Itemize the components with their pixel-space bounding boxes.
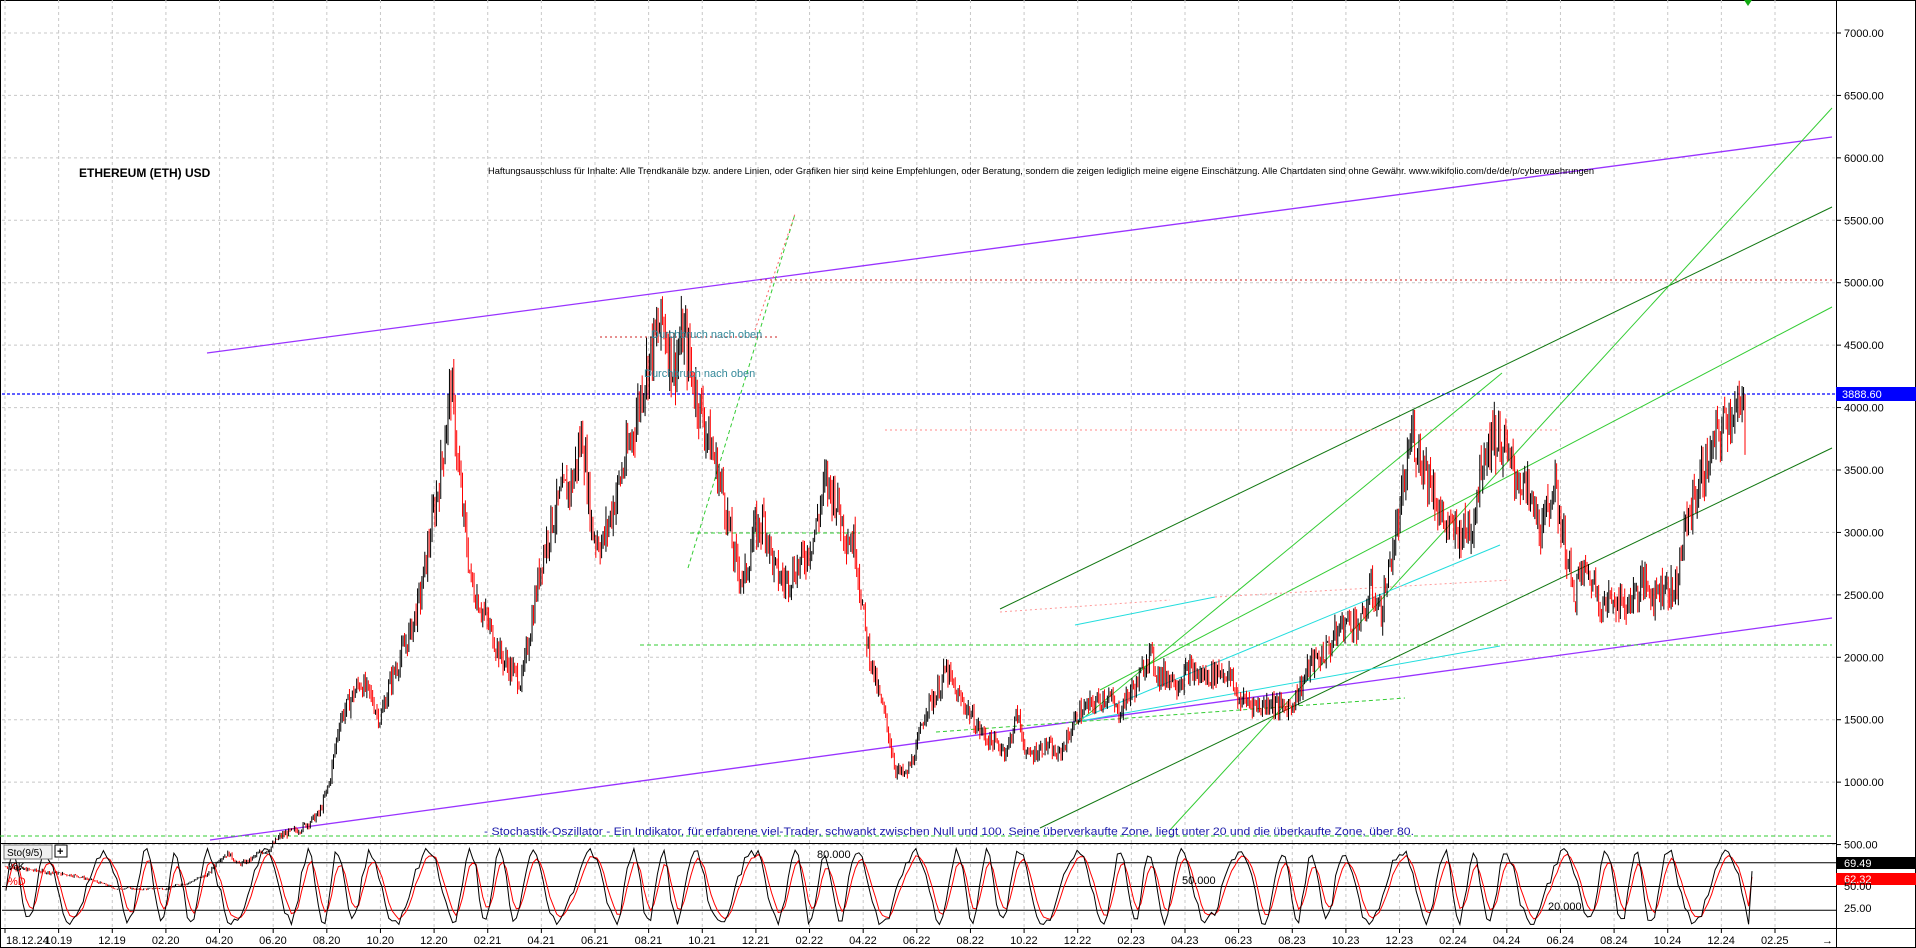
plus-icon: + [57, 846, 63, 858]
x-tick-label: 08.20 [313, 935, 341, 947]
y-tick-label: 7000.00 [1844, 28, 1884, 40]
x-tick-label: 18.12.24 [6, 935, 49, 947]
x-tick-label: 06.24 [1546, 935, 1574, 947]
x-tick-label: 02.22 [796, 935, 824, 947]
k-value: 69.49 [1844, 858, 1872, 870]
x-tick-label: 02.20 [152, 935, 180, 947]
purple-channel-lower [209, 617, 1833, 841]
x-tick-label: 12.22 [1064, 935, 1092, 947]
x-tick-label: 08.22 [956, 935, 984, 947]
oscillator-note: - Stochastik-Oszillator - Ein Indikator,… [484, 826, 1414, 838]
chart-title: ETHEREUM (ETH) USD [79, 166, 211, 180]
x-tick-label: 12.20 [420, 935, 448, 947]
x-tick-label: 12.21 [742, 935, 770, 947]
y-tick-label: 5500.00 [1844, 215, 1884, 227]
x-tick-label: 02.21 [474, 935, 502, 947]
price-axis: 500.00 1000.00 1500.00 2000.00 2500.00 3000.0… [1836, 28, 1884, 852]
y-tick-label: 3000.00 [1844, 527, 1884, 539]
x-tick-label: 04.20 [206, 935, 234, 947]
stochastic-label: Sto(9/5) [7, 848, 43, 859]
y-tick-label: 1500.00 [1844, 715, 1884, 727]
x-tick-label: 02.23 [1117, 935, 1145, 947]
x-tick-label: 08.24 [1600, 935, 1628, 947]
k-label: %K [8, 861, 26, 873]
candles [5, 295, 1746, 891]
d-value-marker [1836, 873, 1916, 885]
x-tick-label: 06.21 [581, 935, 609, 947]
y-tick-label: 5000.00 [1844, 278, 1884, 290]
x-tick-label: 04.22 [849, 935, 877, 947]
y-tick-label: 6500.00 [1844, 90, 1884, 102]
darkgreen-channel-upper [999, 206, 1833, 610]
level-20-label: 20.000 [1548, 901, 1582, 913]
cyan-line-short [1074, 596, 1216, 626]
x-tick-label: 04.24 [1493, 935, 1521, 947]
x-tick-label: 02.25 [1761, 935, 1789, 947]
x-tick-label: 10.24 [1654, 935, 1682, 947]
purple-channel-upper [206, 136, 1833, 354]
red-dotted-2050 [1214, 579, 1511, 598]
y-tick-label: 1000.00 [1844, 777, 1884, 789]
level-80-label: 80.000 [817, 849, 851, 861]
y-tick-label: 4000.00 [1844, 403, 1884, 415]
y-tick-label: 4500.00 [1844, 340, 1884, 352]
osc-tick-50: 50.00 [1844, 881, 1872, 893]
cyan-line-lower [1074, 645, 1501, 723]
x-tick-label: 12.24 [1707, 935, 1735, 947]
stochastic-k-line [5, 846, 1753, 927]
x-tick-label: 06.22 [903, 935, 931, 947]
annotation-breakout-2: Durchbruch nach oben [644, 368, 755, 380]
annotation-breakout-1: Durchbruch nach oben [651, 329, 762, 341]
stochastic-panel [2, 846, 1836, 927]
current-price-marker [1836, 387, 1916, 401]
x-tick-label: 10.23 [1332, 935, 1360, 947]
cyan-line-upper [1074, 544, 1501, 722]
d-value: 62.32 [1844, 874, 1872, 886]
stochastic-settings-button[interactable] [3, 844, 53, 860]
level-50-label: 50.000 [1182, 875, 1216, 887]
x-tick-label: 10.21 [688, 935, 716, 947]
x-tick-label: 08.23 [1278, 935, 1306, 947]
osc-tick-25: 25.00 [1844, 903, 1872, 915]
current-price-label: 3888.60 [1842, 389, 1882, 401]
x-tick-label: 12.23 [1386, 935, 1414, 947]
scroll-right-icon: → [1822, 935, 1833, 947]
x-tick-label: 08.21 [635, 935, 663, 947]
y-tick-label: 2500.00 [1844, 590, 1884, 602]
y-tick-label: 6000.00 [1844, 153, 1884, 165]
k-value-marker [1836, 857, 1916, 869]
x-tick-label: 06.23 [1225, 935, 1253, 947]
d-label: %D [8, 876, 26, 888]
stochastic-d-line [5, 853, 1753, 921]
darkgreen-channel-lower [1039, 447, 1833, 829]
green-line-steep-1 [1169, 107, 1833, 831]
y-tick-label: 2000.00 [1844, 652, 1884, 664]
green-line-steep-2 [1099, 306, 1833, 691]
x-tick-label: 04.23 [1171, 935, 1199, 947]
red-dotted-2000 [999, 599, 1171, 613]
x-tick-label: 04.21 [527, 935, 555, 947]
x-tick-label: 02.24 [1439, 935, 1467, 947]
x-tick-label: 10.22 [1010, 935, 1038, 947]
disclaimer-text: Haftungsausschluss für Inhalte: Alle Tre… [488, 166, 1594, 176]
green-dashed-diag [687, 213, 796, 569]
signal-arrow-icon [1744, 0, 1752, 6]
red-dotted-diag [754, 213, 796, 331]
y-tick-label: 500.00 [1844, 840, 1878, 852]
y-tick-label: 3500.00 [1844, 465, 1884, 477]
x-tick-label: 06.20 [259, 935, 287, 947]
add-indicator-button[interactable] [54, 844, 68, 858]
x-tick-label: 12.19 [98, 935, 126, 947]
x-tick-label: 10.20 [366, 935, 394, 947]
x-tick-label: 10.19 [45, 935, 73, 947]
